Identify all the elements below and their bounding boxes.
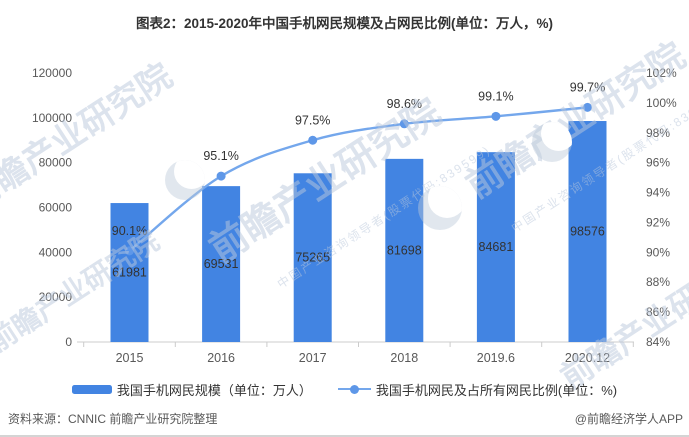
right-axis-tick-label: 102%: [646, 66, 677, 80]
left-axis-tick-label: 120000: [32, 66, 72, 80]
x-axis-category-label: 2020.12: [565, 351, 610, 365]
right-axis-tick-label: 86%: [646, 305, 670, 319]
line-point: [308, 135, 318, 145]
x-axis-category-label: 2018: [390, 351, 418, 365]
legend-item-line: 我国手机网民及占所有网民比例(单位：%): [337, 380, 618, 399]
bar-value-label: 81698: [387, 243, 422, 257]
x-axis-category-label: 2019.6: [477, 351, 515, 365]
left-axis-tick-label: 20000: [39, 290, 73, 304]
line-point: [583, 102, 592, 112]
line-point: [125, 246, 134, 256]
x-axis-category-label: 2017: [299, 351, 327, 365]
line-value-label: 97.5%: [295, 113, 330, 127]
right-axis-tick-label: 98%: [646, 126, 670, 140]
left-axis-tick-label: 40000: [39, 245, 73, 259]
line-point: [491, 111, 501, 121]
right-axis-tick-label: 90%: [646, 245, 670, 259]
line-value-label: 98.6%: [387, 97, 422, 111]
chart-legend: 我国手机网民规模（单位：万人） 我国手机网民及占所有网民比例(单位：%): [0, 380, 689, 398]
line-legend-swatch: [337, 384, 371, 394]
bar-value-label: 75265: [295, 251, 330, 265]
source-note: 资料来源：CNNIC 前瞻产业研究院整理: [8, 412, 218, 426]
line-point: [216, 171, 226, 181]
legend-item-bar: 我国手机网民规模（单位：万人）: [71, 380, 312, 399]
bar-value-label: 61981: [112, 266, 147, 280]
chart-title: 图表2：2015-2020年中国手机网民规模及占网民比例(单位：万人，%): [135, 16, 554, 31]
bar: [476, 152, 515, 342]
line-value-label: 99.7%: [570, 80, 605, 94]
line-series: [128, 106, 588, 252]
legend-label-bar: 我国手机网民规模（单位：万人）: [116, 382, 312, 398]
right-axis-tick-label: 88%: [646, 275, 670, 289]
bar-value-label: 98576: [570, 225, 605, 239]
footer: 资料来源：CNNIC 前瞻产业研究院整理 @前瞻经济学人APP: [8, 410, 683, 427]
right-axis-tick-label: 96%: [646, 156, 670, 170]
bar: [110, 203, 149, 342]
line-swatch-dot: [349, 384, 359, 394]
right-axis-tick-label: 100%: [646, 96, 677, 110]
bar: [568, 121, 607, 342]
line-point: [399, 119, 409, 129]
bar: [202, 186, 241, 342]
x-axis-category-label: 2015: [116, 351, 144, 365]
bar-value-label: 84681: [479, 240, 514, 254]
bar: [293, 173, 332, 342]
credit-note: @前瞻经济学人APP: [574, 412, 683, 426]
left-axis-tick-label: 100000: [32, 111, 72, 125]
legend-label-line: 我国手机网民及占所有网民比例(单位：%): [375, 382, 618, 398]
line-value-label: 95.1%: [203, 149, 238, 163]
line-value-label: 99.1%: [478, 89, 513, 103]
bar: [385, 158, 424, 342]
left-axis-tick-label: 80000: [39, 156, 73, 170]
line-value-label: 90.1%: [112, 224, 147, 238]
right-axis-tick-label: 92%: [646, 215, 670, 229]
left-axis-tick-label: 60000: [39, 201, 73, 215]
right-axis-tick-label: 94%: [646, 186, 670, 200]
bar-value-label: 69531: [204, 257, 239, 271]
right-axis-tick-label: 84%: [646, 335, 670, 349]
left-axis-tick-label: 0: [65, 335, 72, 349]
bar-legend-swatch: [71, 384, 112, 394]
x-axis-category-label: 2016: [207, 351, 235, 365]
